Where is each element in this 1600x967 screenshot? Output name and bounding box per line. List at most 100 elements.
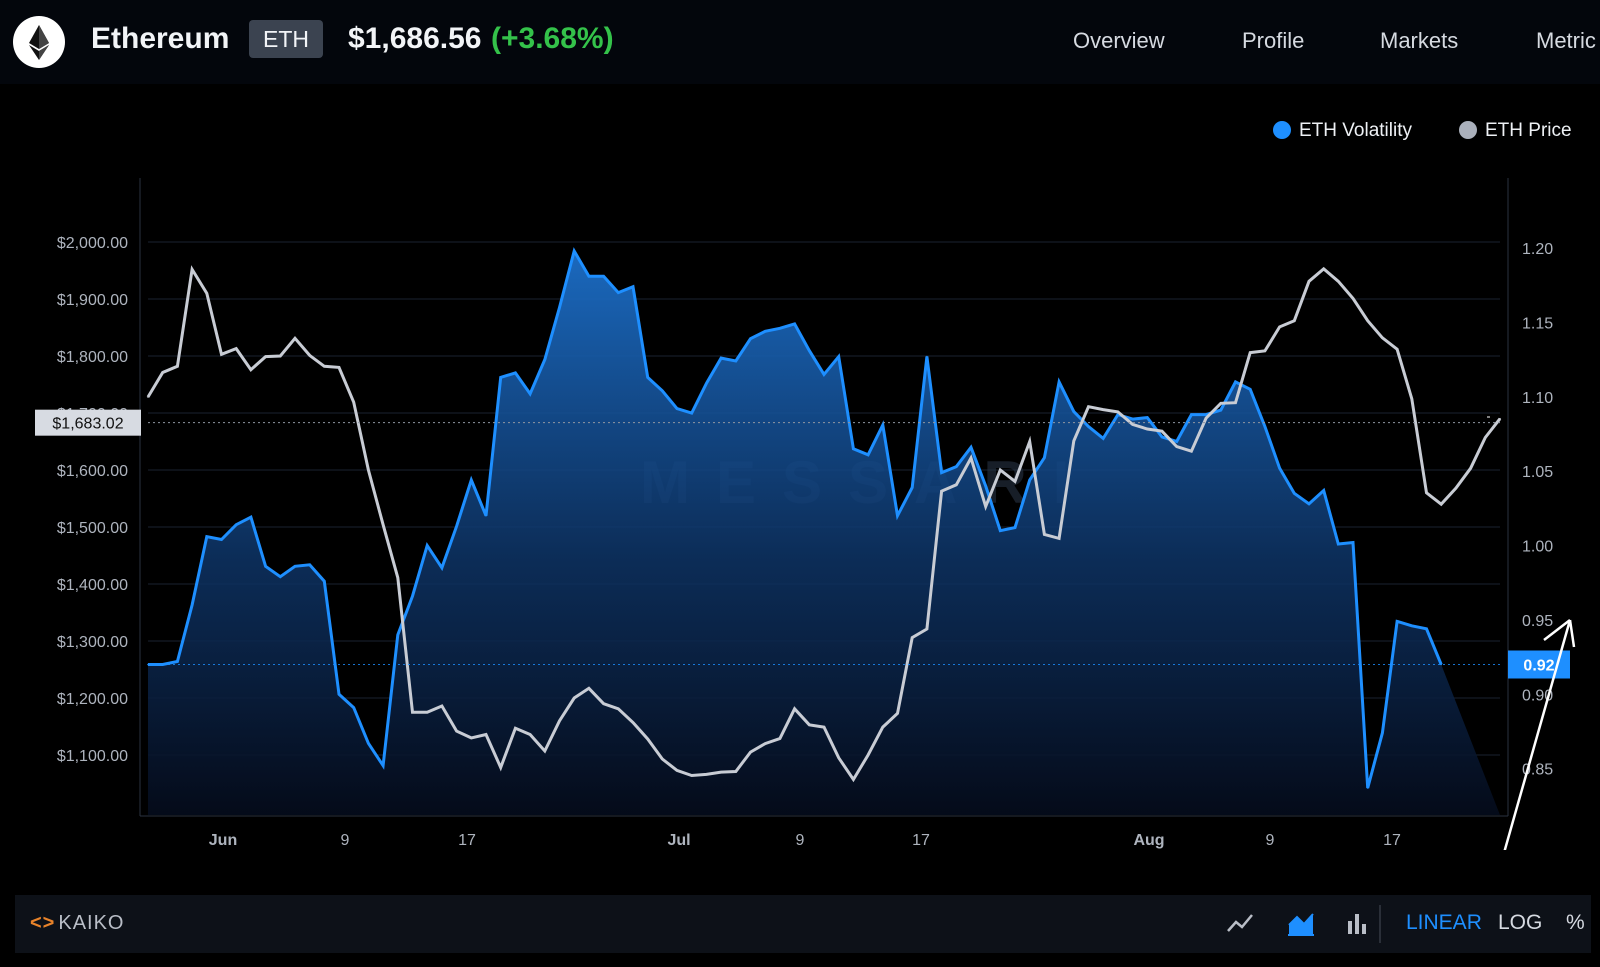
volatility-point [823,373,825,376]
volatility-point [1205,413,1207,416]
ethereum-logo-icon [13,16,65,68]
x-tick-label: 9 [796,832,805,849]
price-point [764,742,767,745]
volatility-point [676,407,678,410]
volatility-point [205,535,208,538]
volatility-point [955,465,958,468]
volatility-point [308,564,311,566]
x-tick-label: Aug [1133,832,1164,849]
volatility-point [837,355,840,358]
volatility-point [441,567,443,569]
left-tick-label: $1,400.00 [57,577,128,594]
nav-metrics[interactable]: Metric [1536,28,1596,53]
x-tick-label: Jul [667,832,690,849]
volatility-point [1014,526,1016,529]
volatility-point [1161,436,1163,438]
volatility-point [911,486,913,489]
left-tick-label: $1,100.00 [57,748,128,765]
price-point [1175,445,1178,448]
price-point [1102,408,1105,411]
price-point [779,737,781,740]
volatility-point [367,742,370,745]
volatility-point [250,516,252,519]
right-tick-label: 1.20 [1522,241,1553,258]
volatility-point [617,291,620,294]
volatility-point [749,337,752,340]
price-point [896,712,899,715]
price-point [499,766,502,769]
price-point [1337,280,1340,283]
volatility-point [940,471,943,474]
price-volatility-chart[interactable]: MESSARI $2,000.00$1,900.00$1,800.00$1,70… [0,150,1600,850]
price-point [1293,319,1296,322]
legend-item-price[interactable]: ETH Price [1459,120,1572,142]
price-point [926,628,928,630]
nav-profile[interactable]: Profile [1242,28,1305,53]
volatility-point [397,633,399,636]
volatility-point [235,523,237,526]
price-point [441,705,443,707]
price-point [558,720,561,722]
right-tick-label: 0.95 [1522,613,1553,630]
volatility-point [793,323,796,325]
price-point [191,268,193,271]
price-point [1249,351,1251,354]
price-point [1058,537,1060,540]
volatility-point [1146,416,1149,419]
price-point [1455,487,1457,490]
price-point [573,697,575,699]
left-tick-label: $2,000.00 [57,235,128,252]
left-tick-label: $1,300.00 [57,634,128,651]
nav-markets[interactable]: Markets [1380,28,1459,53]
scale-log-button[interactable]: LOG [1498,911,1543,934]
volatility-point [1337,543,1340,545]
volatility-point [1043,456,1046,459]
volatility-point [1278,467,1281,469]
price-point [602,702,605,705]
volatility-point [779,327,781,330]
price-point [911,636,913,639]
price-crosshair-label: $1,683.02 [52,416,123,433]
scale-percent-button[interactable]: % [1566,911,1585,934]
legend-item-volatility[interactable]: ETH Volatility [1273,120,1412,142]
area-chart-icon[interactable] [1286,909,1316,939]
price-point [1352,297,1354,300]
volatility-point [632,285,634,288]
volatility-point [338,693,340,696]
legend-dot-price [1459,121,1477,139]
volatility-point [705,382,708,385]
right-tick-label: 1.15 [1522,315,1553,332]
x-tick-label: Jun [209,832,237,849]
volatility-point [1175,440,1178,443]
price-point [382,523,384,526]
nav-overview[interactable]: Overview [1073,28,1165,53]
price-point [1146,428,1149,430]
price-point [235,347,237,350]
legend-label-price: ETH Price [1485,120,1572,141]
price-point [1440,503,1443,506]
price-point [1264,350,1266,352]
price-point [1190,450,1193,452]
price-point [1469,467,1472,470]
price-point [1411,397,1413,400]
volatility-point [984,485,987,487]
scale-linear-button[interactable]: LINEAR [1406,911,1482,934]
volatility-point [573,250,575,252]
price-point [1014,480,1016,483]
price-point [735,770,737,773]
line-chart-icon[interactable] [1225,909,1255,939]
price-point [1087,405,1090,408]
volatility-point [1381,732,1384,734]
x-tick-label: 17 [912,832,930,849]
volatility-point [294,565,296,568]
volatility-point [661,390,664,392]
volatility-point [646,376,649,379]
volatility-point [1293,492,1296,495]
right-tick-label: 1.00 [1522,539,1553,556]
price-point [147,396,149,398]
provider-name: KAIKO [58,912,125,934]
x-tick-label: 17 [458,832,476,849]
bar-chart-icon[interactable] [1343,909,1373,939]
price-point [294,337,296,340]
price-point [632,721,634,724]
